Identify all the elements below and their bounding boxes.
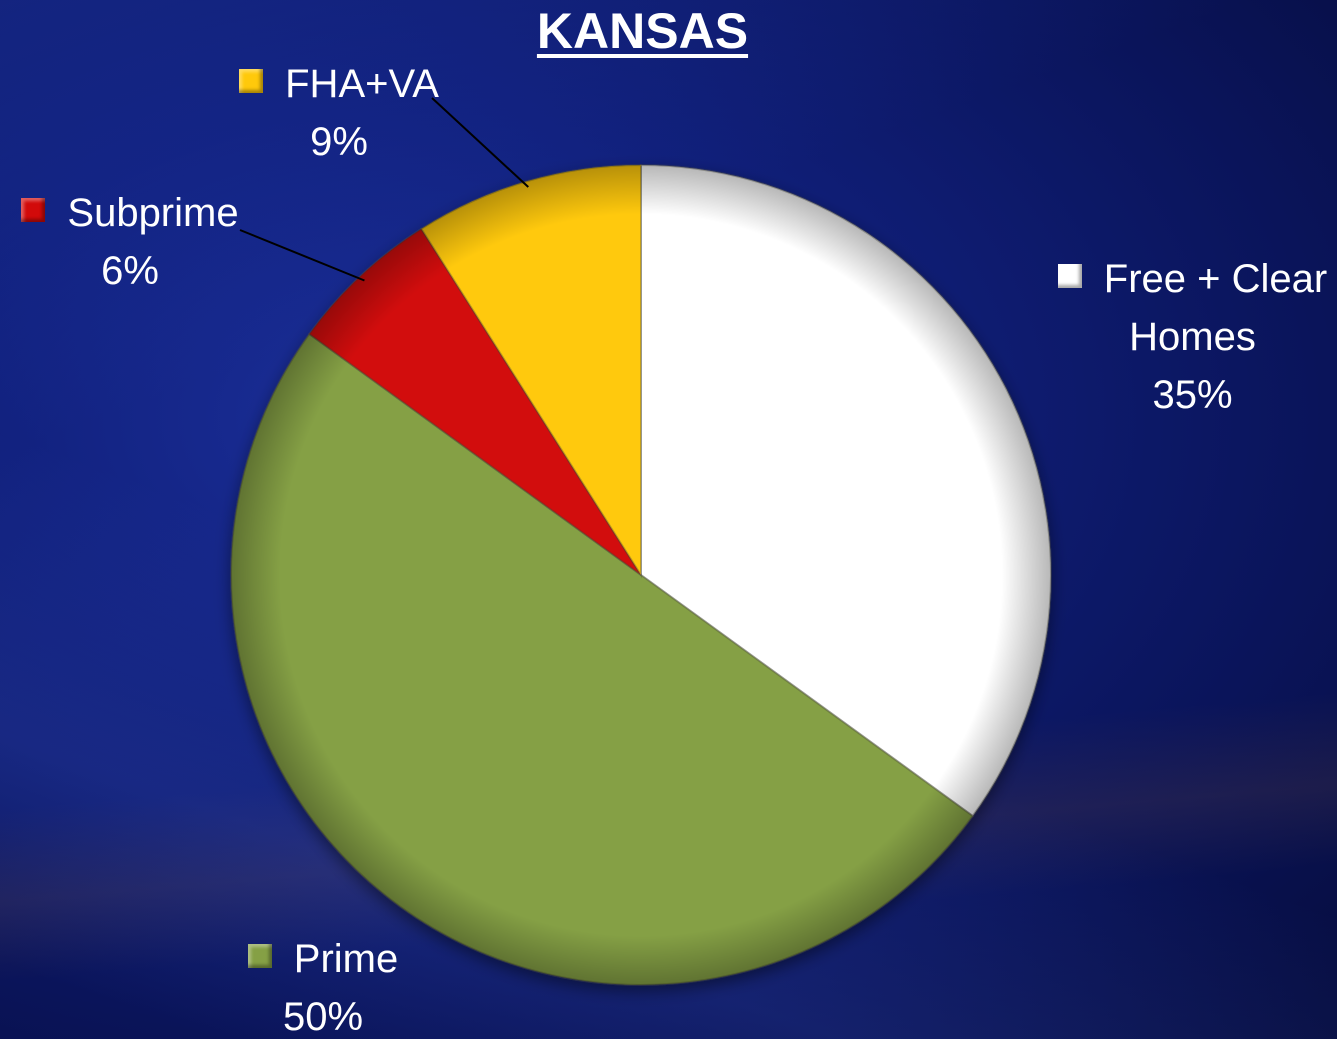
slice-name-text: FHA+VA (285, 62, 439, 106)
slice-label-fha-va: FHA+VA 9% (234, 55, 444, 171)
legend-key-prime (247, 944, 272, 968)
slice-label-prime: Prime 50% (218, 930, 428, 1039)
slice-label-free-clear-homes: Free + Clear Homes 35% (1050, 250, 1335, 424)
pie-slices (230, 163, 1052, 986)
leader-lines (239, 97, 529, 282)
slice-name-text: Subprime (67, 191, 239, 235)
slice-value-label: 6% (101, 249, 159, 293)
slice-label-subprime: Subprime 6% (10, 184, 250, 300)
slice-value-label: 35% (1152, 373, 1233, 417)
slice-value-label: 50% (282, 995, 364, 1039)
slice-name-text: Free + Clear (1103, 257, 1328, 301)
chart-title: KANSAS (536, 3, 749, 59)
legend-key-free-clear-homes (1057, 264, 1082, 288)
legend-key-subprime (21, 198, 46, 222)
leader-line-subprime (239, 229, 365, 282)
legend-key-fha-va (239, 69, 264, 93)
slice-value-label: 9% (310, 120, 368, 164)
slice-name-text: Homes (1129, 315, 1256, 359)
leader-line-fha-va (431, 97, 529, 188)
slice-name-text: Prime (293, 937, 399, 981)
